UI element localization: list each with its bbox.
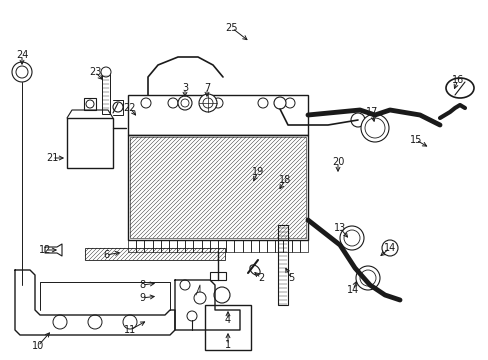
Bar xyxy=(278,225,287,305)
Text: 24: 24 xyxy=(16,50,28,60)
Circle shape xyxy=(359,270,375,286)
Text: 5: 5 xyxy=(287,273,293,283)
Circle shape xyxy=(339,226,363,250)
Circle shape xyxy=(186,311,197,321)
Circle shape xyxy=(350,113,364,127)
Circle shape xyxy=(180,280,190,290)
Bar xyxy=(144,240,152,252)
Bar xyxy=(258,240,266,252)
Text: 1: 1 xyxy=(224,340,231,350)
Text: 19: 19 xyxy=(251,167,264,177)
Bar xyxy=(209,240,218,252)
Bar xyxy=(128,240,136,252)
Bar xyxy=(128,95,307,135)
Circle shape xyxy=(194,292,205,304)
Circle shape xyxy=(53,315,67,329)
Circle shape xyxy=(258,98,267,108)
Circle shape xyxy=(123,315,137,329)
Circle shape xyxy=(12,62,32,82)
Text: 18: 18 xyxy=(278,175,290,185)
Bar xyxy=(168,240,177,252)
Bar xyxy=(177,240,185,252)
Bar xyxy=(291,240,299,252)
Bar xyxy=(209,272,225,280)
Bar xyxy=(234,240,242,252)
Circle shape xyxy=(343,230,359,246)
Circle shape xyxy=(88,315,102,329)
Circle shape xyxy=(199,94,217,112)
Circle shape xyxy=(181,99,189,107)
Text: 12: 12 xyxy=(39,245,51,255)
Text: 13: 13 xyxy=(333,223,346,233)
Ellipse shape xyxy=(445,78,473,98)
Bar xyxy=(201,240,209,252)
Circle shape xyxy=(113,102,123,112)
Bar xyxy=(275,240,283,252)
Circle shape xyxy=(214,287,229,303)
Bar xyxy=(250,240,258,252)
Text: 22: 22 xyxy=(123,103,136,113)
Text: 10: 10 xyxy=(32,341,44,351)
Circle shape xyxy=(178,96,192,110)
Bar xyxy=(130,137,305,238)
Text: 17: 17 xyxy=(365,107,377,117)
Text: 21: 21 xyxy=(46,153,58,163)
Bar xyxy=(67,118,113,168)
Circle shape xyxy=(273,97,285,109)
Text: 8: 8 xyxy=(139,280,145,290)
Bar xyxy=(85,248,224,260)
Text: 14: 14 xyxy=(383,243,395,253)
Text: 11: 11 xyxy=(123,325,136,335)
Bar xyxy=(283,240,291,252)
Text: 25: 25 xyxy=(225,23,238,33)
Bar xyxy=(152,240,161,252)
Circle shape xyxy=(364,118,384,138)
Ellipse shape xyxy=(249,265,260,275)
Circle shape xyxy=(285,98,294,108)
Text: 14: 14 xyxy=(346,285,358,295)
Circle shape xyxy=(168,98,178,108)
Circle shape xyxy=(213,98,223,108)
Text: 9: 9 xyxy=(139,293,145,303)
Bar xyxy=(161,240,168,252)
Bar xyxy=(136,240,144,252)
Text: 2: 2 xyxy=(257,273,264,283)
Bar xyxy=(128,135,307,240)
Text: 4: 4 xyxy=(224,315,231,325)
Bar xyxy=(84,98,96,110)
Text: 15: 15 xyxy=(409,135,421,145)
Bar xyxy=(299,240,307,252)
Circle shape xyxy=(101,67,111,77)
Circle shape xyxy=(381,240,397,256)
Circle shape xyxy=(360,114,388,142)
Circle shape xyxy=(16,66,28,78)
Bar xyxy=(218,240,226,252)
Text: 7: 7 xyxy=(203,83,210,93)
Text: 3: 3 xyxy=(182,83,188,93)
Bar xyxy=(102,72,110,114)
Bar xyxy=(266,240,275,252)
Circle shape xyxy=(86,100,94,108)
Text: 16: 16 xyxy=(451,75,463,85)
Bar xyxy=(185,240,193,252)
Bar xyxy=(242,240,250,252)
Circle shape xyxy=(355,266,379,290)
Text: 6: 6 xyxy=(103,250,109,260)
Bar xyxy=(204,305,250,350)
Circle shape xyxy=(141,98,151,108)
Bar xyxy=(193,240,201,252)
Text: 23: 23 xyxy=(89,67,101,77)
Text: 20: 20 xyxy=(331,157,344,167)
Bar xyxy=(226,240,234,252)
Circle shape xyxy=(203,98,213,108)
